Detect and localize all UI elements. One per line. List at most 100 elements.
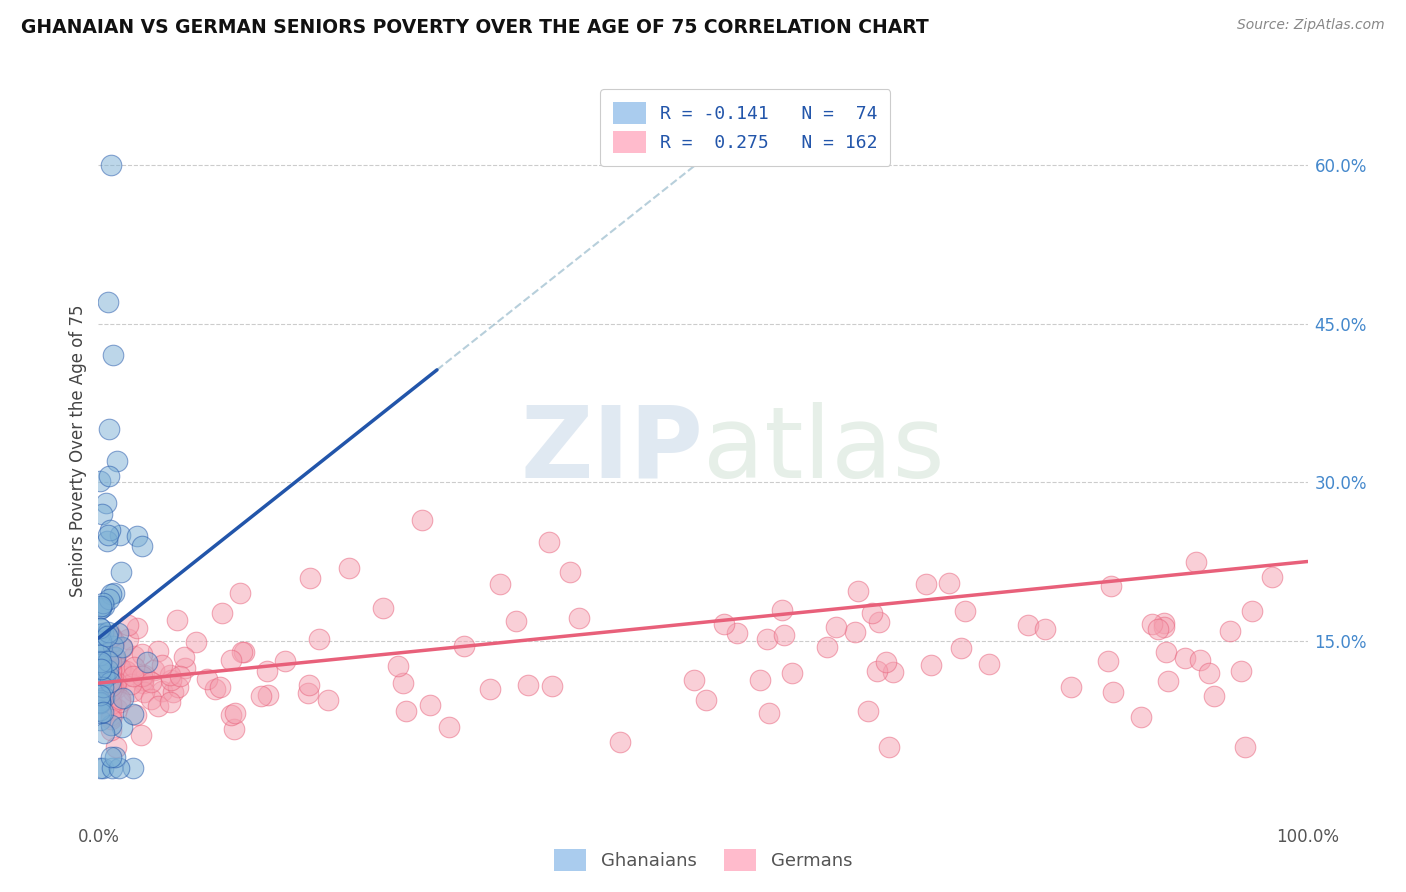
Point — [96, 533, 118, 548]
Point — [100, 692, 122, 706]
Point — [1230, 664, 1253, 678]
Point — [1261, 570, 1284, 584]
Point — [131, 540, 153, 554]
Point — [229, 586, 252, 600]
Point — [211, 606, 233, 620]
Point — [950, 641, 973, 656]
Point — [914, 577, 936, 591]
Point — [100, 723, 122, 738]
Point — [89, 627, 111, 641]
Point — [1101, 684, 1123, 698]
Point — [107, 702, 129, 716]
Point — [107, 761, 129, 775]
Point — [93, 680, 115, 694]
Point — [97, 625, 120, 640]
Point — [371, 600, 394, 615]
Point — [89, 654, 111, 668]
Point — [100, 630, 122, 644]
Point — [780, 665, 803, 680]
Point — [453, 640, 475, 654]
Point — [100, 672, 122, 686]
Point — [90, 599, 112, 613]
Point — [94, 670, 117, 684]
Point — [100, 657, 122, 672]
Point — [100, 718, 122, 732]
Point — [89, 658, 111, 673]
Point — [98, 523, 121, 537]
Point — [101, 348, 124, 362]
Point — [100, 676, 122, 690]
Point — [297, 686, 319, 700]
Point — [104, 676, 127, 690]
Point — [395, 704, 418, 718]
Point — [125, 621, 148, 635]
Point — [257, 688, 280, 702]
Point — [100, 663, 122, 677]
Legend: R = -0.141   N =  74, R =  0.275   N = 162: R = -0.141 N = 74, R = 0.275 N = 162 — [600, 89, 890, 166]
Legend: Ghanaians, Germans: Ghanaians, Germans — [547, 842, 859, 879]
Point — [955, 604, 977, 618]
Point — [1233, 739, 1256, 754]
Point — [122, 660, 145, 674]
Point — [110, 661, 132, 675]
Point — [100, 684, 122, 698]
Point — [89, 688, 111, 702]
Point — [115, 664, 138, 678]
Point — [337, 561, 360, 575]
Point — [139, 675, 162, 690]
Point — [122, 669, 145, 683]
Point — [250, 690, 273, 704]
Text: atlas: atlas — [703, 402, 945, 499]
Point — [1017, 618, 1039, 632]
Point — [1174, 650, 1197, 665]
Point — [298, 678, 321, 692]
Point — [124, 649, 146, 664]
Point — [1099, 579, 1122, 593]
Point — [98, 422, 121, 436]
Point — [89, 621, 111, 635]
Point — [111, 640, 134, 655]
Point — [91, 507, 114, 521]
Point — [1157, 673, 1180, 688]
Point — [100, 666, 122, 681]
Point — [103, 750, 125, 764]
Point — [107, 626, 129, 640]
Point — [195, 672, 218, 686]
Y-axis label: Seniors Poverty Over the Age of 75: Seniors Poverty Over the Age of 75 — [69, 304, 87, 597]
Point — [1204, 689, 1226, 703]
Point — [104, 739, 127, 754]
Point — [159, 695, 181, 709]
Point — [108, 528, 131, 542]
Point — [97, 295, 120, 310]
Point — [517, 678, 540, 692]
Point — [159, 668, 181, 682]
Point — [89, 648, 111, 663]
Point — [89, 602, 111, 616]
Point — [184, 635, 207, 649]
Point — [97, 663, 120, 677]
Point — [103, 633, 125, 648]
Point — [90, 662, 112, 676]
Point — [568, 611, 591, 625]
Point — [93, 626, 115, 640]
Point — [100, 671, 122, 685]
Point — [274, 654, 297, 668]
Point — [146, 698, 169, 713]
Point — [204, 681, 226, 696]
Point — [101, 680, 124, 694]
Point — [98, 468, 121, 483]
Point — [114, 668, 136, 682]
Point — [695, 693, 717, 707]
Point — [134, 668, 156, 682]
Point — [866, 664, 889, 678]
Point — [100, 656, 122, 670]
Point — [100, 702, 122, 716]
Point — [882, 665, 904, 680]
Point — [162, 684, 184, 698]
Point — [100, 661, 122, 675]
Point — [815, 640, 838, 654]
Point — [131, 669, 153, 683]
Point — [209, 680, 232, 694]
Point — [117, 618, 139, 632]
Point — [479, 681, 502, 696]
